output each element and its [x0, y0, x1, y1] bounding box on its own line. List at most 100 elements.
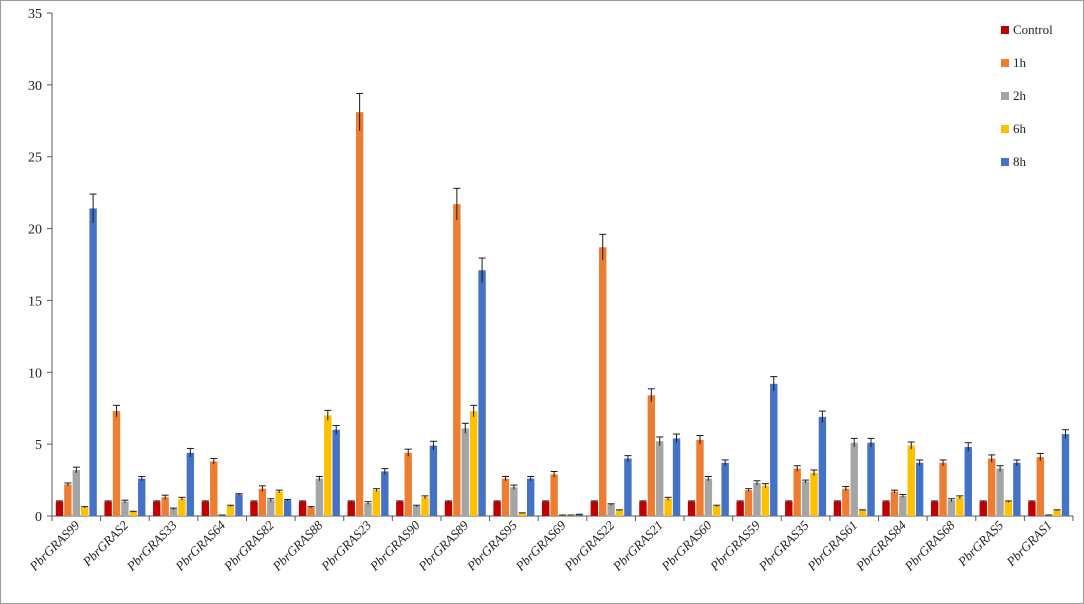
- axes: [51, 13, 1074, 521]
- bar-PbrGRAS21-1h: [647, 395, 656, 516]
- bar-PbrGRAS95-Control: [493, 501, 501, 516]
- bar-PbrGRAS59-2h: [753, 482, 761, 516]
- error-bar: [235, 493, 243, 496]
- bar-PbrGRAS88-Control: [298, 501, 307, 516]
- error-bar: [785, 500, 793, 503]
- bar-PbrGRAS33-8h: [186, 452, 195, 516]
- error-bar: [899, 493, 907, 498]
- y-tick-label: 30: [28, 79, 42, 94]
- error-bar: [510, 484, 518, 490]
- bar-PbrGRAS35-2h: [801, 481, 810, 516]
- legend-swatch: [1001, 158, 1009, 166]
- bar-PbrGRAS95-8h: [526, 478, 535, 516]
- error-bar: [421, 495, 429, 499]
- error-bar: [501, 475, 509, 481]
- error-bar: [939, 459, 947, 466]
- legend-swatch: [1001, 92, 1009, 100]
- bar-PbrGRAS60-Control: [687, 501, 696, 516]
- bar-PbrGRAS59-Control: [736, 501, 744, 516]
- bar-PbrGRAS64-8h: [235, 494, 243, 516]
- bar-PbrGRAS82-6h: [275, 491, 283, 516]
- bar-PbrGRAS89-6h: [469, 411, 478, 516]
- error-bar: [470, 404, 478, 417]
- error-bar: [996, 465, 1004, 472]
- y-tick-label: 25: [28, 151, 42, 166]
- error-bar: [890, 489, 898, 494]
- bar-PbrGRAS33-2h: [169, 508, 178, 516]
- category-label: PbrGRAS84: [852, 517, 909, 574]
- bar-PbrGRAS22-2h: [607, 504, 615, 516]
- bar-PbrGRAS69-2h: [558, 515, 567, 516]
- error-bar: [527, 475, 535, 481]
- error-bar: [381, 468, 389, 475]
- category-label: PbrGRAS95: [463, 517, 520, 574]
- error-bar: [64, 482, 72, 486]
- legend-item: 8h: [1001, 154, 1027, 169]
- y-tick-label: 20: [28, 223, 42, 238]
- bar-PbrGRAS59-6h: [761, 485, 770, 516]
- error-bar: [444, 500, 452, 503]
- category-label: PbrGRAS21: [609, 518, 666, 575]
- bar-PbrGRAS1-6h: [1053, 510, 1061, 516]
- error-bar: [850, 437, 858, 448]
- error-bar: [656, 436, 664, 446]
- bar-PbrGRAS89-1h: [453, 204, 461, 516]
- error-bar: [931, 500, 939, 503]
- error-bar: [72, 466, 80, 473]
- legend-swatch: [1001, 125, 1009, 133]
- error-bar: [616, 509, 624, 511]
- bar-PbrGRAS68-Control: [930, 501, 939, 516]
- error-bar: [227, 504, 235, 507]
- legend-swatch: [1001, 59, 1009, 67]
- category-label: PbrGRAS1: [1003, 518, 1055, 570]
- error-bar: [413, 504, 421, 507]
- bar-PbrGRAS89-8h: [478, 270, 486, 516]
- bar-PbrGRAS99-Control: [55, 501, 64, 516]
- error-bar: [299, 500, 307, 503]
- bar-PbrGRAS64-1h: [210, 461, 218, 516]
- bar-PbrGRAS59-1h: [744, 490, 753, 516]
- error-bar: [347, 500, 355, 503]
- bar-PbrGRAS68-6h: [956, 497, 964, 516]
- bar-PbrGRAS95-1h: [501, 478, 510, 516]
- error-bar: [315, 475, 323, 481]
- error-bar: [859, 509, 867, 511]
- bar-PbrGRAS82-2h: [267, 500, 275, 516]
- category-label: PbrGRAS99: [26, 517, 83, 574]
- error-bar: [404, 448, 412, 457]
- bar-PbrGRAS90-Control: [396, 501, 404, 516]
- bar-PbrGRAS88-1h: [307, 507, 315, 516]
- bar-PbrGRAS2-Control: [104, 501, 112, 516]
- bar-PbrGRAS61-6h: [858, 510, 867, 516]
- bar-PbrGRAS61-2h: [850, 442, 858, 516]
- bar-PbrGRAS89-Control: [444, 501, 453, 516]
- bar-PbrGRAS88-2h: [315, 478, 324, 516]
- bar-PbrGRAS1-8h: [1061, 434, 1070, 516]
- error-bar: [979, 500, 987, 503]
- error-bar: [833, 500, 841, 503]
- bar-PbrGRAS60-6h: [713, 505, 721, 516]
- legend-label: 1h: [1013, 55, 1027, 70]
- error-bar: [802, 479, 810, 483]
- error-bar: [89, 193, 97, 223]
- error-bar: [639, 500, 647, 503]
- error-bar: [429, 440, 437, 450]
- bar-PbrGRAS68-1h: [939, 462, 947, 516]
- category-label: PbrGRAS23: [317, 517, 374, 574]
- bar-PbrGRAS88-8h: [332, 429, 340, 516]
- bar-PbrGRAS99-2h: [72, 470, 81, 516]
- error-bar: [453, 187, 461, 220]
- bar-PbrGRAS2-1h: [112, 411, 121, 516]
- category-label: PbrGRAS61: [804, 518, 861, 575]
- bar-PbrGRAS23-8h: [381, 471, 389, 516]
- error-bar: [1045, 514, 1053, 516]
- category-label: PbrGRAS68: [901, 517, 958, 574]
- bar-PbrGRAS1-1h: [1036, 457, 1044, 516]
- bar-PbrGRAS2-8h: [138, 478, 146, 516]
- error-bar: [550, 470, 558, 478]
- error-bar: [201, 500, 209, 503]
- bar-PbrGRAS82-Control: [250, 501, 258, 516]
- bar-PbrGRAS99-8h: [89, 208, 97, 517]
- legend-label: Control: [1013, 22, 1053, 37]
